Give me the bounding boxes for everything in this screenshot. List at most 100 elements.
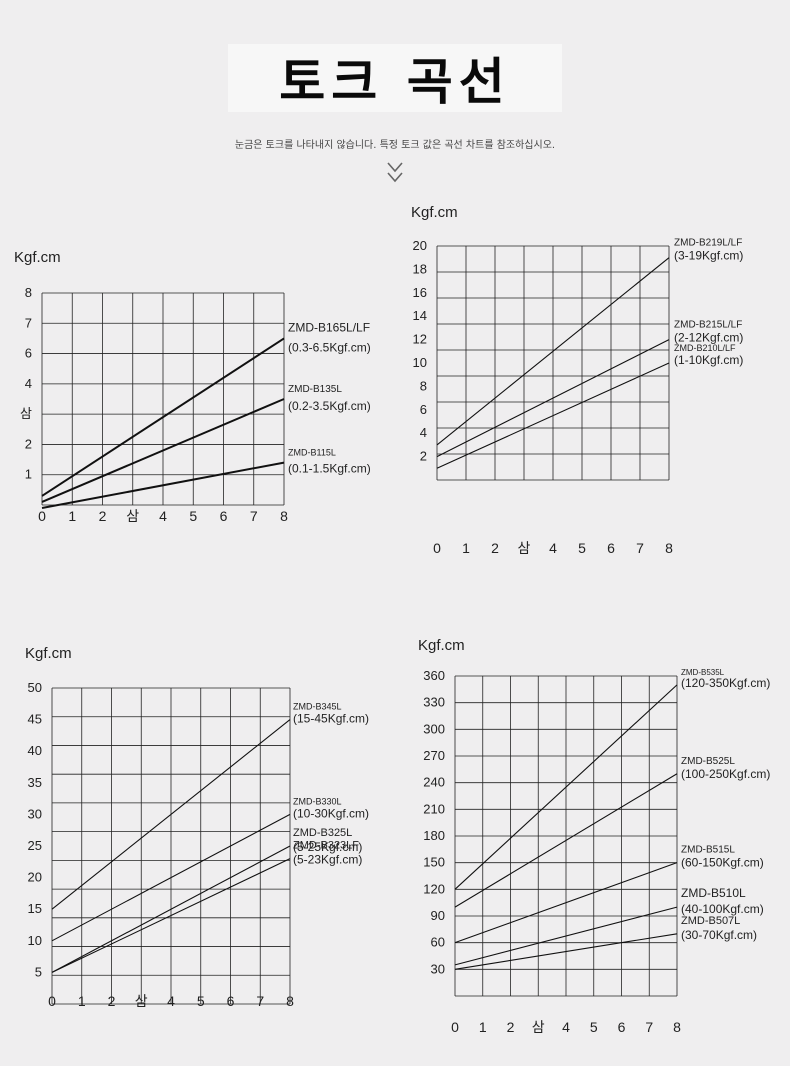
- series-line-zmd-b210l-lf: [436, 362, 670, 469]
- y-tick-label: 25: [28, 838, 42, 853]
- x-tick-label: 7: [256, 993, 264, 1009]
- series-range-label: (1-10Kgf.cm): [674, 353, 743, 367]
- y-tick-label: 330: [423, 695, 445, 710]
- y-tick-label: 50: [28, 680, 42, 695]
- torque-chart-4: Kgf.cm 30 60 90 120 150 180 210 240 270 300 330 360 0…: [418, 637, 770, 1035]
- x-tick-label: 8: [280, 508, 288, 524]
- x-tick-label: 8: [673, 1019, 681, 1035]
- title-banner: 토크 곡선: [228, 44, 562, 112]
- y-tick-label: 60: [431, 935, 445, 950]
- series-name-label: ZMD-B219L/LF: [674, 238, 742, 249]
- series-line-zmd-b325l: [51, 845, 291, 973]
- y-tick-label: 7: [25, 315, 32, 330]
- x-tick-label: 0: [433, 540, 441, 556]
- x-tick-label: 4: [549, 540, 557, 556]
- x-tick-label: 삼: [126, 508, 139, 524]
- series-name-label: ZMD-B115L: [288, 448, 336, 458]
- series-range-label: (2-12Kgf.cm): [674, 331, 743, 345]
- x-tick-label: 7: [250, 508, 258, 524]
- series-range-label: (5-23Kgf.cm): [293, 853, 362, 867]
- series-range-label: (100-250Kgf.cm): [681, 767, 770, 781]
- series-range-label: (40-100Kgf.cm): [681, 902, 764, 916]
- y-tick-label: 1: [25, 467, 32, 482]
- series-name-label: ZMD-B325L: [293, 827, 352, 839]
- series-name-label: ZMD-B135L: [288, 384, 342, 395]
- y-tick-label: 35: [28, 775, 42, 790]
- y-tick-label: 30: [431, 961, 445, 976]
- y-tick-label: 10: [413, 355, 427, 370]
- x-tick-label: 6: [220, 508, 228, 524]
- series-name-label: ZMD-B515L: [681, 845, 735, 856]
- x-tick-label: 2: [108, 993, 116, 1009]
- y-tick-label: 6: [25, 346, 32, 361]
- x-tick-label: 1: [78, 993, 86, 1009]
- y-tick-label: 5: [35, 964, 42, 979]
- series-name-label: ZMD-B323LF: [293, 840, 359, 852]
- y-tick-label: 2: [25, 436, 32, 451]
- series-range-label: (0.3-6.5Kgf.cm): [288, 340, 371, 354]
- y-tick-label: 40: [28, 743, 42, 758]
- series-line-zmd-b135l: [41, 398, 285, 503]
- y-tick-label: 240: [423, 775, 445, 790]
- y-tick-label: 20: [28, 870, 42, 885]
- double-chevron-down-icon: [387, 162, 403, 183]
- series-range-label: (120-350Kgf.cm): [681, 676, 770, 690]
- series-line-zmd-b525l: [454, 773, 678, 908]
- y-tick-label: 150: [423, 855, 445, 870]
- x-tick-label: 5: [189, 508, 197, 524]
- series-range-label: (15-45Kgf.cm): [293, 712, 369, 726]
- series-range-label: (0.2-3.5Kgf.cm): [288, 399, 371, 413]
- series-range-label: (30-70Kgf.cm): [681, 928, 757, 942]
- x-tick-label: 1: [479, 1019, 487, 1035]
- y-axis-label: Kgf.cm: [25, 645, 72, 662]
- page-title: 토크 곡선: [279, 53, 511, 111]
- series-name-label: ZMD-B345L: [293, 702, 342, 712]
- series-range-label: (60-150Kgf.cm): [681, 856, 764, 870]
- y-tick-label: 4: [25, 376, 32, 391]
- x-tick-label: 4: [562, 1019, 570, 1035]
- series-name-label: ZMD-B165L/LF: [288, 320, 370, 334]
- y-tick-label: 15: [28, 901, 42, 916]
- series-line-zmd-b219l-lf: [436, 257, 670, 446]
- x-tick-label: 6: [227, 993, 235, 1009]
- y-tick-label: 120: [423, 881, 445, 896]
- y-tick-label: 180: [423, 828, 445, 843]
- x-tick-label: 4: [167, 993, 175, 1009]
- series-name-label: ZMD-B535L: [681, 668, 725, 677]
- x-tick-label: 5: [590, 1019, 598, 1035]
- x-tick-label: 0: [38, 508, 46, 524]
- series-line-zmd-b323lf: [51, 858, 291, 973]
- x-tick-label: 7: [636, 540, 644, 556]
- y-tick-label: 16: [413, 285, 427, 300]
- y-tick-label: 18: [413, 261, 427, 276]
- x-tick-label: 4: [159, 508, 167, 524]
- y-tick-label: 4: [420, 425, 427, 440]
- x-tick-label: 6: [618, 1019, 626, 1035]
- series-name-label: ZMD-B510L: [681, 886, 746, 900]
- y-tick-label: 삼: [20, 406, 32, 421]
- series-line-zmd-b215l-lf: [436, 339, 670, 458]
- x-tick-label: 8: [665, 540, 673, 556]
- y-axis-label: Kgf.cm: [418, 637, 465, 654]
- series-range-label: (5-25Kgf.cm): [293, 840, 362, 854]
- torque-chart-1: Kgf.cm 1 2 삼 4 6 7 8 0 1 2 삼 4 5 6 7 8 ZMD-B165L/LF (0.3-6…: [14, 249, 371, 524]
- series-line-zmd-b345l: [51, 719, 291, 910]
- x-tick-label: 1: [68, 508, 76, 524]
- y-tick-label: 90: [431, 908, 445, 923]
- series-range-label: (3-19Kgf.cm): [674, 249, 743, 263]
- x-tick-label: 5: [578, 540, 586, 556]
- x-tick-label: 삼: [135, 993, 148, 1009]
- series-line-zmd-b510l: [454, 906, 678, 966]
- series-name-label: ZMD-B525L: [681, 756, 735, 767]
- x-tick-label: 6: [607, 540, 615, 556]
- series-line-zmd-b535l: [454, 684, 678, 890]
- page-subtitle: 눈금은 토크를 나타내지 않습니다. 특정 토크 값은 곡선 차트를 참조하십시…: [234, 140, 556, 151]
- series-name-label: ZMD-B507L: [681, 915, 740, 927]
- x-tick-label: 삼: [518, 540, 531, 556]
- y-tick-label: 270: [423, 748, 445, 763]
- x-tick-label: 7: [645, 1019, 653, 1035]
- series-line-zmd-b330l: [51, 813, 291, 942]
- y-tick-label: 20: [413, 238, 427, 253]
